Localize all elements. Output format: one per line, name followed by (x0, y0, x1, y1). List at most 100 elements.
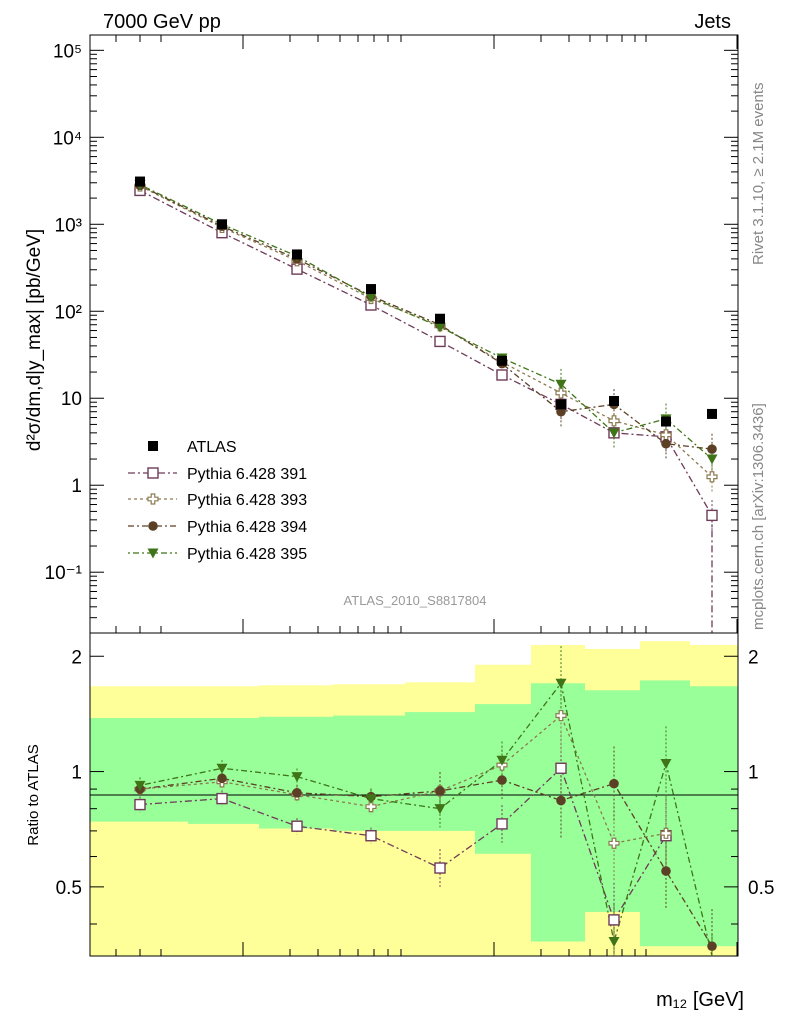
data-point (661, 438, 671, 449)
band-inner-bin (640, 680, 690, 947)
legend-marker (148, 521, 158, 531)
ratio-point (365, 830, 377, 842)
ratio-line-3 (139, 681, 713, 957)
ratio-point (134, 798, 146, 811)
band-inner-bin (585, 690, 640, 912)
band-inner-bin (531, 683, 585, 942)
legend-label: Pythia 6.428 395 (187, 546, 307, 563)
ratio-point (435, 786, 445, 796)
data-point (706, 454, 718, 465)
ratio-point (608, 937, 620, 948)
y-tick-label: 10² (55, 302, 82, 323)
atlas-data-point (217, 219, 227, 230)
band-inner-bin (690, 686, 738, 947)
ratio-series-markers (134, 678, 717, 952)
legend-label: ATLAS (187, 439, 237, 456)
main-series-markers (134, 176, 718, 522)
data-point (555, 387, 567, 399)
legend-marker (147, 493, 159, 505)
ratio-tick-label-left: 0.5 (56, 878, 82, 899)
series-line-2 (139, 184, 713, 450)
series-line-3 (139, 184, 713, 460)
ratio-point (216, 792, 228, 805)
legend-label: Pythia 6.428 393 (187, 492, 307, 509)
legend-marker (147, 548, 159, 559)
rivet-label: Rivet 3.1.10, ≥ 2.1M events (750, 83, 767, 266)
atlas-data-point (366, 284, 376, 295)
ratio-line-2 (139, 777, 713, 947)
y-tick-label: 1 (71, 476, 82, 497)
ratio-point (216, 763, 228, 774)
main-plot-frame (89, 34, 739, 634)
ratio-tick-label-right: 2 (748, 647, 759, 668)
ratio-point (555, 762, 567, 774)
data-point (434, 335, 446, 348)
atlas-data-point (497, 355, 507, 366)
ratio-point (661, 866, 671, 876)
data-point (555, 379, 567, 390)
x-axis-label: m₁₂ [GeV] (656, 989, 744, 1011)
atlas-data-point (707, 408, 717, 419)
atlas-data-point (661, 416, 671, 427)
ratio-line-0 (139, 767, 667, 922)
y-tick-label: 10 (61, 389, 82, 410)
atlas-data-point (435, 313, 445, 324)
ratio-point (291, 772, 303, 783)
atlas-data-point (556, 399, 566, 410)
ratio-point (707, 941, 717, 952)
tick-labels: 10⁻¹ 1 10 10² 10³ 10⁴ 10⁵ 0.5 0.5 1 1 2 2 (45, 41, 775, 899)
band-inner-bin (333, 715, 405, 831)
series-line-0 (139, 189, 713, 516)
legend-label: Pythia 6.428 391 (187, 466, 307, 483)
ratio-tick-label-right: 1 (748, 763, 759, 784)
data-point (608, 415, 620, 427)
ratio-point (292, 788, 302, 798)
atlas-data-point (292, 249, 302, 260)
ratio-point (134, 780, 146, 791)
legend-marker (147, 467, 159, 479)
axis-ticks (90, 35, 738, 956)
data-point (706, 509, 718, 522)
ratio-line-1 (139, 714, 667, 844)
legend-item: Pythia 6.428 391 (128, 466, 307, 483)
y-tick-label: 10⁴ (53, 128, 82, 149)
ratio-point (434, 862, 446, 874)
ratio-point (291, 820, 303, 832)
legend-item: Pythia 6.428 395 (128, 546, 307, 563)
data-point (707, 444, 717, 454)
y-tick-label: 10⁻¹ (45, 563, 83, 584)
legend: ATLAS Pythia 6.428 391 Pythia 6.428 393 Pyt… (128, 439, 307, 563)
ratio-point (556, 795, 566, 806)
legend-item: Pythia 6.428 394 (128, 519, 307, 536)
y-tick-label: 10³ (55, 215, 82, 236)
ratio-point (608, 837, 620, 849)
ratio-point (365, 794, 377, 805)
y-axis-label-ratio: Ratio to ATLAS (25, 744, 42, 845)
data-point (496, 369, 508, 381)
header-right-label: Jets (694, 11, 731, 33)
header-left-label: 7000 GeV pp (103, 11, 221, 33)
y-tick-label: 10⁵ (53, 41, 82, 62)
data-point (365, 292, 377, 303)
legend-label: Pythia 6.428 394 (187, 519, 307, 536)
analysis-watermark: ATLAS_2010_S8817804 (344, 593, 487, 608)
ratio-point (555, 678, 567, 689)
ratio-point (660, 758, 672, 769)
main-series-lines (139, 184, 713, 633)
ratio-tick-label-left: 2 (71, 647, 82, 668)
atlas-data-point (609, 395, 619, 406)
legend-marker (148, 441, 158, 451)
data-point (706, 471, 718, 483)
atlas-data-point (135, 176, 145, 187)
ratio-tick-label-left: 1 (71, 763, 82, 784)
data-point (608, 428, 620, 439)
ratio-point (608, 914, 620, 926)
data-point (434, 322, 446, 333)
ratio-point (365, 801, 377, 813)
ratio-tick-label-right: 0.5 (748, 878, 774, 899)
ratio-point (496, 818, 508, 830)
legend-item: ATLAS (148, 439, 237, 456)
ratio-point (555, 709, 567, 722)
ratio-point (660, 827, 672, 839)
